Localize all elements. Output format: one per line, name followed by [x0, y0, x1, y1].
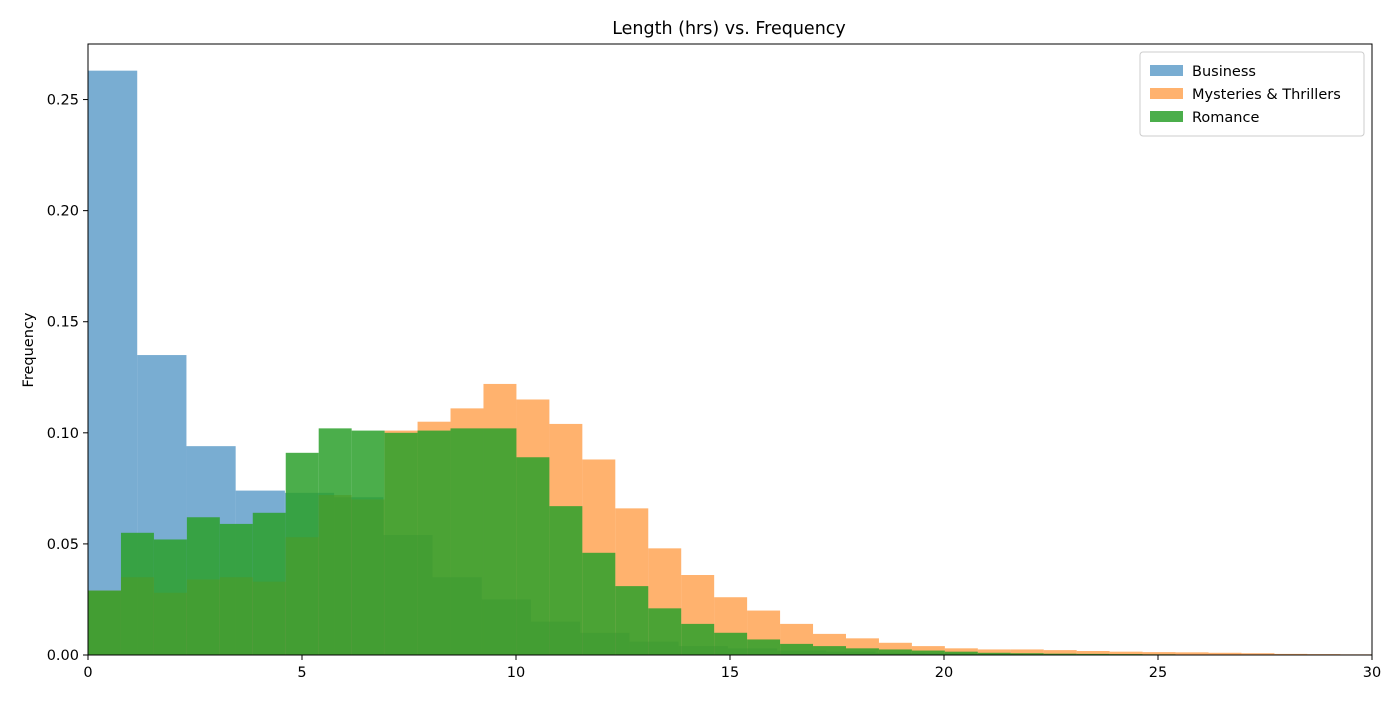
y-tick-label: 0.15 — [47, 315, 79, 331]
legend: Business Mysteries & Thrillers Romance — [1140, 52, 1364, 136]
legend-swatch — [1150, 111, 1183, 122]
x-tick-label: 15 — [721, 665, 739, 681]
histogram-bar — [418, 431, 451, 655]
histogram-bar — [154, 539, 187, 655]
y-tick-label: 0.20 — [47, 204, 79, 220]
histogram-bar — [451, 428, 484, 655]
histogram-bar — [483, 428, 516, 655]
x-tick-label: 30 — [1363, 665, 1381, 681]
histogram-bar — [121, 533, 154, 655]
y-tick-label: 0.00 — [47, 648, 79, 664]
histogram-bar — [846, 648, 879, 655]
y-axis: 0.00 0.05 0.10 0.15 0.20 0.25 — [47, 93, 88, 664]
histogram-bar — [220, 524, 253, 655]
legend-label: Mysteries & Thrillers — [1192, 87, 1341, 103]
histogram-bar — [253, 513, 286, 655]
histogram-bar — [912, 651, 945, 655]
histogram-bar — [747, 639, 780, 655]
histogram-bar — [648, 608, 681, 655]
x-tick-label: 0 — [83, 665, 92, 681]
x-tick-label: 10 — [507, 665, 525, 681]
legend-swatch — [1150, 88, 1183, 99]
histogram-bar — [286, 453, 319, 655]
x-axis: 0 5 10 15 20 25 30 — [83, 655, 1381, 681]
histogram-bar — [516, 457, 549, 655]
bars-layer — [88, 71, 1373, 655]
histogram-bar — [319, 428, 352, 655]
legend-label: Romance — [1192, 110, 1259, 126]
histogram-bar — [549, 506, 582, 655]
y-tick-label: 0.25 — [47, 93, 79, 109]
histogram-bar — [714, 633, 747, 655]
x-tick-label: 20 — [935, 665, 953, 681]
histogram-bar — [615, 586, 648, 655]
histogram-bar — [813, 646, 846, 655]
histogram-bar — [88, 591, 121, 655]
y-tick-label: 0.05 — [47, 537, 79, 553]
histogram-bar — [187, 517, 220, 655]
histogram-bar — [352, 431, 385, 655]
histogram-bar — [879, 649, 912, 655]
histogram-bar — [582, 553, 615, 655]
y-tick-label: 0.10 — [47, 426, 79, 442]
chart-title: Length (hrs) vs. Frequency — [612, 19, 846, 39]
legend-label: Business — [1192, 64, 1256, 80]
x-tick-label: 25 — [1149, 665, 1167, 681]
legend-swatch — [1150, 65, 1183, 76]
x-tick-label: 5 — [297, 665, 306, 681]
histogram-bar — [780, 644, 813, 655]
histogram-bar — [681, 624, 714, 655]
histogram-bar — [385, 433, 418, 655]
y-axis-label: Frequency — [21, 312, 37, 387]
